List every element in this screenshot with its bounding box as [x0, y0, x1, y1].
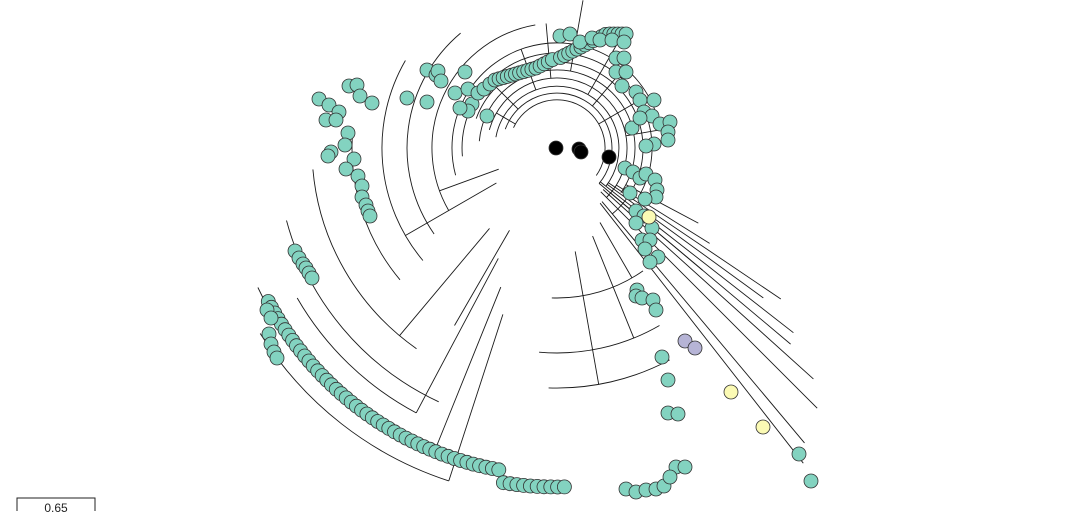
tree-tip: [618, 64, 634, 80]
tree-tip: [433, 73, 449, 89]
tree-tip: [803, 473, 819, 489]
tree-tips: [259, 26, 819, 500]
tree-branch-radial: [574, 251, 600, 385]
tree-branch-radial: [592, 235, 635, 339]
tree-branch-arc: [504, 92, 613, 184]
tree-tip: [548, 140, 564, 156]
tree-branch-radial: [496, 112, 516, 125]
tree-branch-arc: [551, 270, 644, 299]
tree-tip: [263, 310, 279, 326]
tree-tip: [419, 94, 435, 110]
tree-branch-radial: [415, 258, 499, 414]
tree-tip: [622, 185, 638, 201]
tree-tip: [677, 459, 693, 475]
tree-branch-arc: [488, 77, 628, 198]
tree-tip: [616, 34, 632, 50]
tree-tip: [670, 406, 686, 422]
tree-tip: [328, 112, 344, 128]
tree-branch-radial: [601, 201, 805, 444]
tree-tip: [491, 462, 507, 478]
tree-tip: [562, 26, 578, 42]
tree-branch-arc: [296, 297, 417, 414]
tree-tip: [638, 138, 654, 154]
tree-tip: [637, 191, 653, 207]
tree-branch-arc: [539, 325, 660, 354]
tree-branch-arc: [406, 32, 461, 235]
tree-branch-radial: [439, 168, 499, 192]
tree-branch-arc: [257, 287, 434, 455]
tree-tip: [660, 132, 676, 148]
tree-branch-radial: [598, 102, 636, 125]
tree-tip: [624, 120, 640, 136]
tree-branch-arc: [548, 359, 670, 389]
tree-tip: [687, 340, 703, 356]
tree-branch-radial: [606, 184, 764, 299]
tree-tip: [660, 372, 676, 388]
tree-branch-radial: [454, 230, 510, 326]
tree-tip: [364, 95, 380, 111]
tree-tip: [557, 479, 572, 495]
tree-tip: [648, 302, 664, 318]
tree-branch-arc: [312, 169, 417, 350]
tree-tip: [641, 209, 657, 225]
tree-tip: [399, 90, 415, 106]
tree-tip: [616, 50, 632, 66]
tree-tip: [642, 254, 658, 270]
scale-bar-line: [16, 497, 96, 511]
tree-tip: [304, 270, 320, 286]
tree-tip: [637, 241, 653, 257]
tree-tip: [447, 85, 463, 101]
tree-branch-arc: [381, 60, 424, 261]
tree-branch-radial: [405, 182, 497, 236]
tree-tip: [352, 88, 368, 104]
tree-tip: [632, 110, 648, 126]
tree-branch-radial: [399, 228, 490, 336]
tree-tip: [654, 349, 670, 365]
tree-branch-radial: [599, 222, 633, 279]
tree-branch-radial: [545, 23, 552, 79]
tree-branch-arc: [431, 24, 536, 211]
tree-tip: [320, 148, 336, 164]
tree-tip: [614, 78, 630, 94]
scale-bar-label: 0.65: [44, 501, 68, 515]
tree-tip: [269, 350, 285, 366]
tree-tip: [337, 137, 353, 153]
tree-branch-radial: [608, 182, 782, 300]
tree-branch-radial: [432, 286, 502, 455]
tree-tip: [573, 144, 589, 160]
tree-tip: [601, 149, 617, 165]
tree-tip: [452, 100, 468, 116]
tree-tip: [362, 208, 378, 224]
tree-tip: [755, 419, 771, 435]
tree-branch-radial: [600, 181, 794, 334]
tree-branch-arc: [513, 99, 606, 176]
tree-branch-radial: [599, 202, 804, 464]
tree-tip: [628, 215, 644, 231]
tree-branch-radial: [625, 184, 699, 224]
tree-tip: [662, 469, 678, 485]
tree-tip: [646, 92, 662, 108]
tree-tip: [791, 446, 807, 462]
scale-bar: 0.65: [16, 497, 96, 515]
tree-tip: [457, 64, 473, 80]
tree-tip: [479, 108, 495, 124]
tree-tip: [346, 151, 362, 167]
tree-branch-arc: [495, 85, 620, 187]
tree-tip: [338, 161, 354, 177]
tree-branch-arc: [478, 69, 636, 193]
tree-branch-arc: [286, 220, 439, 403]
tree-tip: [723, 384, 739, 400]
